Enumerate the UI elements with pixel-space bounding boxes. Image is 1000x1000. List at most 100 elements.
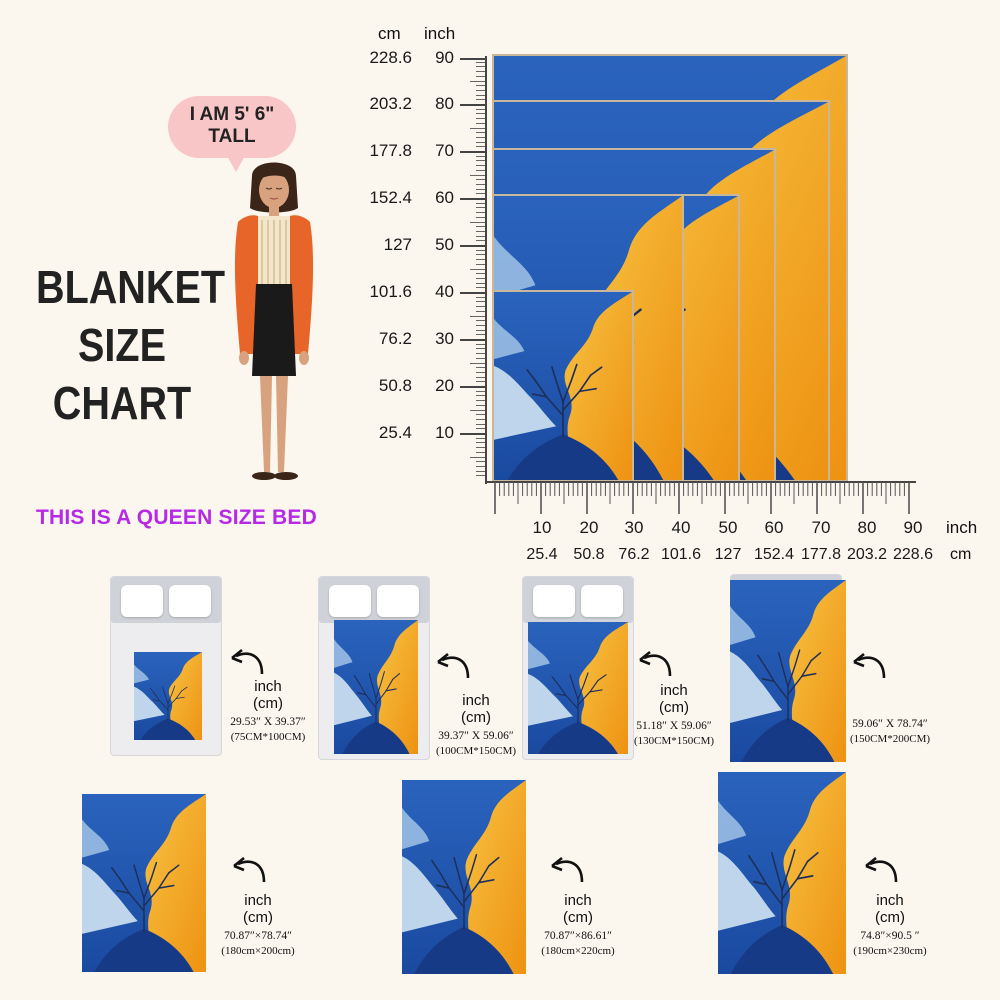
y-minor-tick: [476, 216, 486, 218]
x-unit-inch: inch: [946, 518, 978, 537]
y-minor-tick: [476, 428, 486, 430]
y-minor-tick: [476, 212, 486, 214]
y-tick-mark: [460, 386, 486, 388]
y-tick-mark: [460, 433, 486, 435]
y-tick-cm: 228.6: [369, 48, 412, 67]
curved-arrow-icon: [437, 652, 470, 679]
y-minor-tick: [476, 259, 486, 261]
y-tick-mark: [460, 104, 486, 106]
size-unit-cm: (cm): [461, 709, 491, 726]
size-unit-inch: inch: [660, 682, 688, 699]
y-minor-tick: [470, 80, 486, 82]
pillow-right: [169, 585, 211, 617]
y-minor-tick: [476, 390, 486, 392]
y-minor-tick: [476, 179, 486, 181]
bubble-line-1: I AM 5' 6": [189, 104, 275, 125]
y-minor-tick: [476, 118, 486, 120]
size-label-1: inch (cm) 29.53″ X 39.37″ (75CM*100CM): [220, 678, 316, 745]
y-minor-tick: [476, 442, 486, 444]
size-label-3: inch (cm) 51.18″ X 59.06″ (130CM*150CM): [626, 682, 722, 749]
y-minor-tick: [476, 418, 486, 420]
y-tick-mark: [460, 339, 486, 341]
y-minor-tick: [476, 99, 486, 101]
y-minor-tick: [476, 320, 486, 322]
y-minor-tick: [470, 315, 486, 317]
y-minor-tick: [476, 404, 486, 406]
y-minor-tick: [476, 66, 486, 68]
size-unit-inch: inch: [564, 892, 592, 909]
y-minor-tick: [476, 277, 486, 279]
y-tick-mark: [460, 292, 486, 294]
size-dims: 74.8″×90.5 ″: [860, 930, 920, 942]
y-minor-tick: [476, 160, 486, 162]
y-minor-tick: [476, 296, 486, 298]
y-minor-tick: [470, 127, 486, 129]
y-minor-tick: [476, 306, 486, 308]
x-tick-inch: 10: [532, 518, 552, 537]
y-minor-tick: [476, 165, 486, 167]
curved-arrow-icon: [551, 856, 584, 883]
chart-title: BLANKET SIZE CHART: [36, 258, 225, 432]
y-minor-tick: [470, 456, 486, 458]
speech-bubble-tail: [226, 154, 246, 172]
size-metric: (180cm×220cm): [541, 945, 615, 957]
size-unit-cm: (cm): [253, 695, 283, 712]
size-label-2: inch (cm) 39.37″ X 59.06″ (100CM*150CM): [428, 692, 524, 759]
y-minor-tick: [476, 136, 486, 138]
title-line-2: SIZE: [78, 319, 166, 371]
pillow-left: [533, 585, 575, 617]
size-unit-inch: inch: [244, 892, 272, 909]
y-tick-mark: [460, 151, 486, 153]
size-label-6: inch (cm) 70.87″×86.61″ (180cm×220cm): [530, 892, 626, 959]
y-minor-tick: [476, 367, 486, 369]
y-tick-inch: 20: [435, 376, 454, 395]
y-minor-tick: [470, 268, 486, 270]
y-tick-inch: 50: [435, 235, 454, 254]
x-unit-cm: cm: [950, 546, 972, 563]
size-unit-cm: (cm): [659, 699, 689, 716]
pillow-left: [121, 585, 163, 617]
x-tick-cm: 177.8: [800, 546, 842, 563]
y-tick-mark: [460, 198, 486, 200]
y-minor-tick: [476, 324, 486, 326]
x-tick-inch: 80: [857, 518, 877, 537]
x-tick-inch: 60: [764, 518, 784, 537]
y-minor-tick: [476, 122, 486, 124]
y-minor-tick: [476, 202, 486, 204]
y-minor-tick: [476, 461, 486, 463]
curved-arrow-icon: [231, 648, 264, 675]
y-minor-tick: [476, 235, 486, 237]
y-minor-tick: [476, 400, 486, 402]
y-minor-tick: [476, 146, 486, 148]
y-minor-tick: [476, 437, 486, 439]
y-tick-inch: 10: [435, 423, 454, 442]
blanket-150x200: [730, 580, 846, 762]
y-minor-tick: [470, 221, 486, 223]
y-minor-tick: [476, 75, 486, 77]
x-tick-cm: 127: [714, 546, 742, 563]
blanket-100x150: [334, 620, 418, 754]
y-minor-tick: [476, 169, 486, 171]
y-axis-line: [485, 56, 487, 484]
x-tick-inch: 90: [903, 518, 923, 537]
y-tick-inch: 30: [435, 329, 454, 348]
y-tick-inch: 80: [435, 94, 454, 113]
y-minor-tick: [470, 174, 486, 176]
pillow-right: [377, 585, 419, 617]
size-dims: 39.37″ X 59.06″: [438, 730, 514, 742]
x-tick-cm: 50.8: [573, 546, 605, 563]
y-tick-inch: 90: [435, 48, 454, 67]
pillow-right: [581, 585, 623, 617]
y-minor-tick: [476, 155, 486, 157]
size-label-5: inch (cm) 70.87″×78.74″ (180cm×200cm): [210, 892, 306, 959]
y-unit-cm: cm: [378, 24, 401, 43]
y-tick-cm: 177.8: [369, 141, 412, 160]
y-minor-tick: [476, 343, 486, 345]
x-tick-inch: 40: [671, 518, 691, 537]
y-minor-tick: [476, 226, 486, 228]
size-metric: (75CM*100CM): [230, 731, 306, 743]
blanket-panel-40in: [494, 292, 632, 480]
size-dims: 70.87″×86.61″: [544, 930, 612, 942]
y-minor-tick: [476, 249, 486, 251]
y-tick-cm: 50.8: [378, 376, 412, 395]
